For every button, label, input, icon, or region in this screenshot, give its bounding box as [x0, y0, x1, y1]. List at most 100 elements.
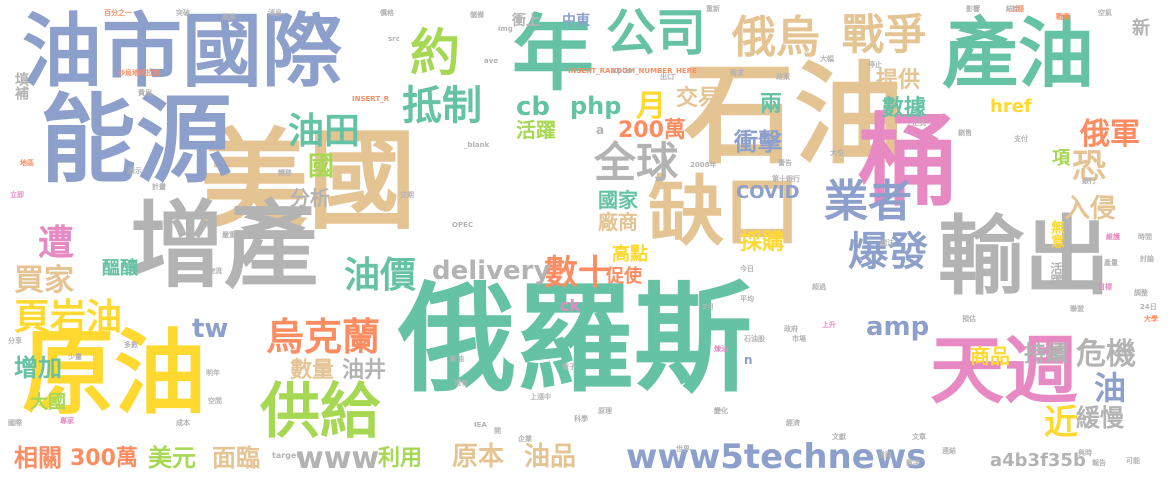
word-shichang: 市場: [792, 335, 806, 343]
word-chuwei: 儲備: [470, 11, 484, 19]
word-img: img: [498, 25, 513, 33]
word-href: href: [990, 96, 1032, 117]
word-opec: OPEC: [452, 221, 473, 229]
word-shuju: 數據: [882, 96, 927, 121]
word-yuanben: 原本: [452, 442, 505, 472]
word-disanyin: 第十銀行: [772, 175, 800, 183]
word-insert-r: INSERT_R: [352, 95, 390, 103]
word-zhongdong: 中東: [562, 13, 590, 29]
word-zengjia-v: 項: [1049, 148, 1070, 166]
word-dizhi: 抵制: [402, 83, 482, 129]
word-guo: 國: [308, 152, 335, 182]
word-youjing: 油井: [342, 358, 387, 383]
word-yue: 約: [410, 24, 460, 82]
word-kai: 開: [494, 427, 501, 435]
word-zhanshi: 戰事: [1056, 13, 1070, 21]
word-fenzhi: 百分之一: [104, 9, 132, 17]
word-liang: 兩: [760, 92, 783, 117]
word-caigou: 採購: [740, 230, 785, 255]
word-weihu: 維護: [1106, 233, 1120, 241]
word-wuhuo: 物流: [208, 267, 222, 275]
word-chixu: 持續: [1024, 342, 1069, 367]
word-xiaoxi: 消息: [268, 9, 282, 17]
word-shangjia: 上漲中: [530, 393, 551, 401]
word-yezhe: 業者: [824, 176, 912, 227]
word-jiesu: 結束: [1006, 5, 1020, 13]
word-wenzhang: 文章: [912, 433, 926, 441]
word-gongsi: 公司: [606, 4, 706, 62]
word-cb: cb: [516, 92, 551, 122]
word-php: php: [570, 92, 622, 120]
word-jinri: 今日: [740, 265, 754, 273]
word-shijian: 時間: [1138, 233, 1152, 241]
word-chuyuan: 出口: [660, 73, 674, 81]
word-kpler: Kpler: [612, 67, 634, 75]
word-iea: IEA: [474, 421, 487, 429]
word-quekou: 缺口: [648, 167, 800, 256]
word-mianlin: 面臨: [212, 444, 260, 472]
word-zengchan: 增產: [130, 192, 319, 301]
word-weiji: 危機: [1076, 337, 1136, 372]
word-yingxiang: 影響: [966, 5, 980, 13]
word-shijie: 世界: [676, 445, 690, 453]
word-meiguo: 美國: [200, 119, 417, 244]
word-youpin: 油品: [524, 442, 577, 472]
word-quanqiu: 全球: [594, 138, 679, 187]
word-jiage: 價格: [380, 9, 394, 17]
word-ewu: 俄烏: [732, 12, 820, 63]
word-liyong: 利用: [378, 446, 423, 471]
word-changshang: 廠商: [598, 210, 638, 234]
word-youjia: 油價: [344, 255, 417, 296]
word-shuzi: 數字: [906, 459, 920, 467]
word-target: target: [272, 451, 301, 460]
word-fengxian: 風險: [222, 13, 236, 21]
word-feiyong: 費用: [138, 89, 152, 97]
word-bianhua: 變化: [714, 407, 728, 415]
word-chengben: 成本: [176, 419, 190, 427]
word-shushi: 數十: [544, 253, 612, 293]
word-you: 油: [1094, 369, 1127, 407]
word-wenjian: 文獻: [832, 433, 846, 441]
word-xuqiu: 需求: [730, 69, 744, 77]
word-xin: 新: [1132, 18, 1150, 39]
word-xiangguan: 相關: [14, 444, 62, 472]
word-n: n: [744, 353, 753, 367]
word-shaoliang: 少量: [68, 353, 82, 361]
word-kongqi: 空氣: [1098, 9, 1112, 17]
word-gaodian: 高點: [612, 244, 648, 265]
word-yushi: 與時: [1078, 449, 1092, 457]
word-zhiyou: 煉油: [714, 345, 728, 353]
word-zhouday: 天週: [930, 328, 1078, 414]
word-blank: _blank: [464, 141, 490, 149]
word-yeyanyou: 頁岩油: [14, 297, 123, 338]
word-dafu: 大幅: [820, 55, 834, 63]
word-liji: 立即: [10, 191, 24, 199]
word-youshiguoji: 油市國際: [22, 5, 342, 98]
word-guoji2: 國際: [8, 419, 22, 427]
word-yunniang: 醞釀: [102, 258, 138, 279]
word-diqu: 地區: [20, 159, 34, 167]
word-maijia: 買家: [14, 263, 74, 298]
word-yue2: 月: [636, 89, 666, 124]
word-guanzhu: 關注: [880, 239, 894, 247]
word-yinhang: 銀行: [1082, 177, 1096, 185]
word-a: a: [596, 123, 605, 137]
word-insert-num: INSERT_RANDOM_NUMBER_HERE: [568, 67, 697, 75]
word-src: src: [388, 35, 400, 43]
word-eluosi: 俄羅斯: [398, 270, 753, 408]
word-sanbaiwan: 300萬: [70, 446, 138, 471]
word-jihua: 計畫: [152, 183, 166, 191]
word-y2008: 2008年: [690, 161, 717, 169]
word-guojia: 國家: [598, 188, 638, 212]
word-kongjian: 空間: [208, 397, 222, 405]
word-shiyou: 石油: [684, 51, 904, 179]
word-ave: ave: [484, 57, 499, 65]
word-jin: 近: [1044, 403, 1078, 443]
word-kexue: 科學: [574, 415, 588, 423]
word-wuyi: 無意: [1049, 220, 1065, 248]
word-er: 2月: [702, 303, 714, 311]
word-liangbai: 200萬: [618, 118, 686, 143]
word-nengyuan: 能源: [40, 84, 232, 196]
word-chanyou: 產油: [942, 9, 1094, 98]
word-tiaozheng: 調整: [1134, 289, 1148, 297]
